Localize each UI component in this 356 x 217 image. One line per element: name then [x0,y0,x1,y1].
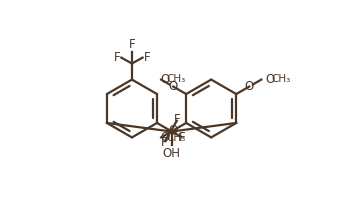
Text: F: F [114,51,120,64]
Text: F: F [174,113,181,126]
Text: F: F [179,131,186,144]
Text: F: F [143,51,150,64]
Text: O: O [168,80,178,93]
Text: CH₃: CH₃ [167,74,186,84]
Text: O: O [265,72,274,85]
Text: O: O [168,124,178,137]
Text: CH₃: CH₃ [167,133,186,143]
Text: O: O [245,80,254,93]
Text: O: O [160,132,169,145]
Text: O: O [160,72,169,85]
Text: F: F [161,136,167,149]
Text: CH₃: CH₃ [272,74,291,84]
Text: OH: OH [163,147,180,160]
Text: F: F [129,38,135,51]
